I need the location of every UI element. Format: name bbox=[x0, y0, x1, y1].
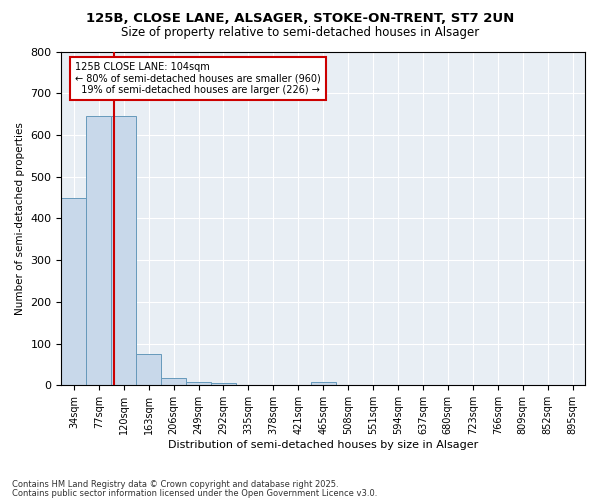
Bar bbox=[186, 382, 211, 386]
Bar bbox=[111, 116, 136, 386]
Y-axis label: Number of semi-detached properties: Number of semi-detached properties bbox=[15, 122, 25, 315]
Bar bbox=[136, 354, 161, 386]
Text: 125B, CLOSE LANE, ALSAGER, STOKE-ON-TRENT, ST7 2UN: 125B, CLOSE LANE, ALSAGER, STOKE-ON-TREN… bbox=[86, 12, 514, 26]
Text: 125B CLOSE LANE: 104sqm
← 80% of semi-detached houses are smaller (960)
  19% of: 125B CLOSE LANE: 104sqm ← 80% of semi-de… bbox=[75, 62, 321, 95]
Text: Contains public sector information licensed under the Open Government Licence v3: Contains public sector information licen… bbox=[12, 489, 377, 498]
Bar bbox=[161, 378, 186, 386]
Bar bbox=[61, 198, 86, 386]
Bar bbox=[211, 384, 236, 386]
Text: Contains HM Land Registry data © Crown copyright and database right 2025.: Contains HM Land Registry data © Crown c… bbox=[12, 480, 338, 489]
Text: Size of property relative to semi-detached houses in Alsager: Size of property relative to semi-detach… bbox=[121, 26, 479, 39]
Bar bbox=[311, 382, 335, 386]
Bar bbox=[86, 116, 111, 386]
X-axis label: Distribution of semi-detached houses by size in Alsager: Distribution of semi-detached houses by … bbox=[168, 440, 478, 450]
